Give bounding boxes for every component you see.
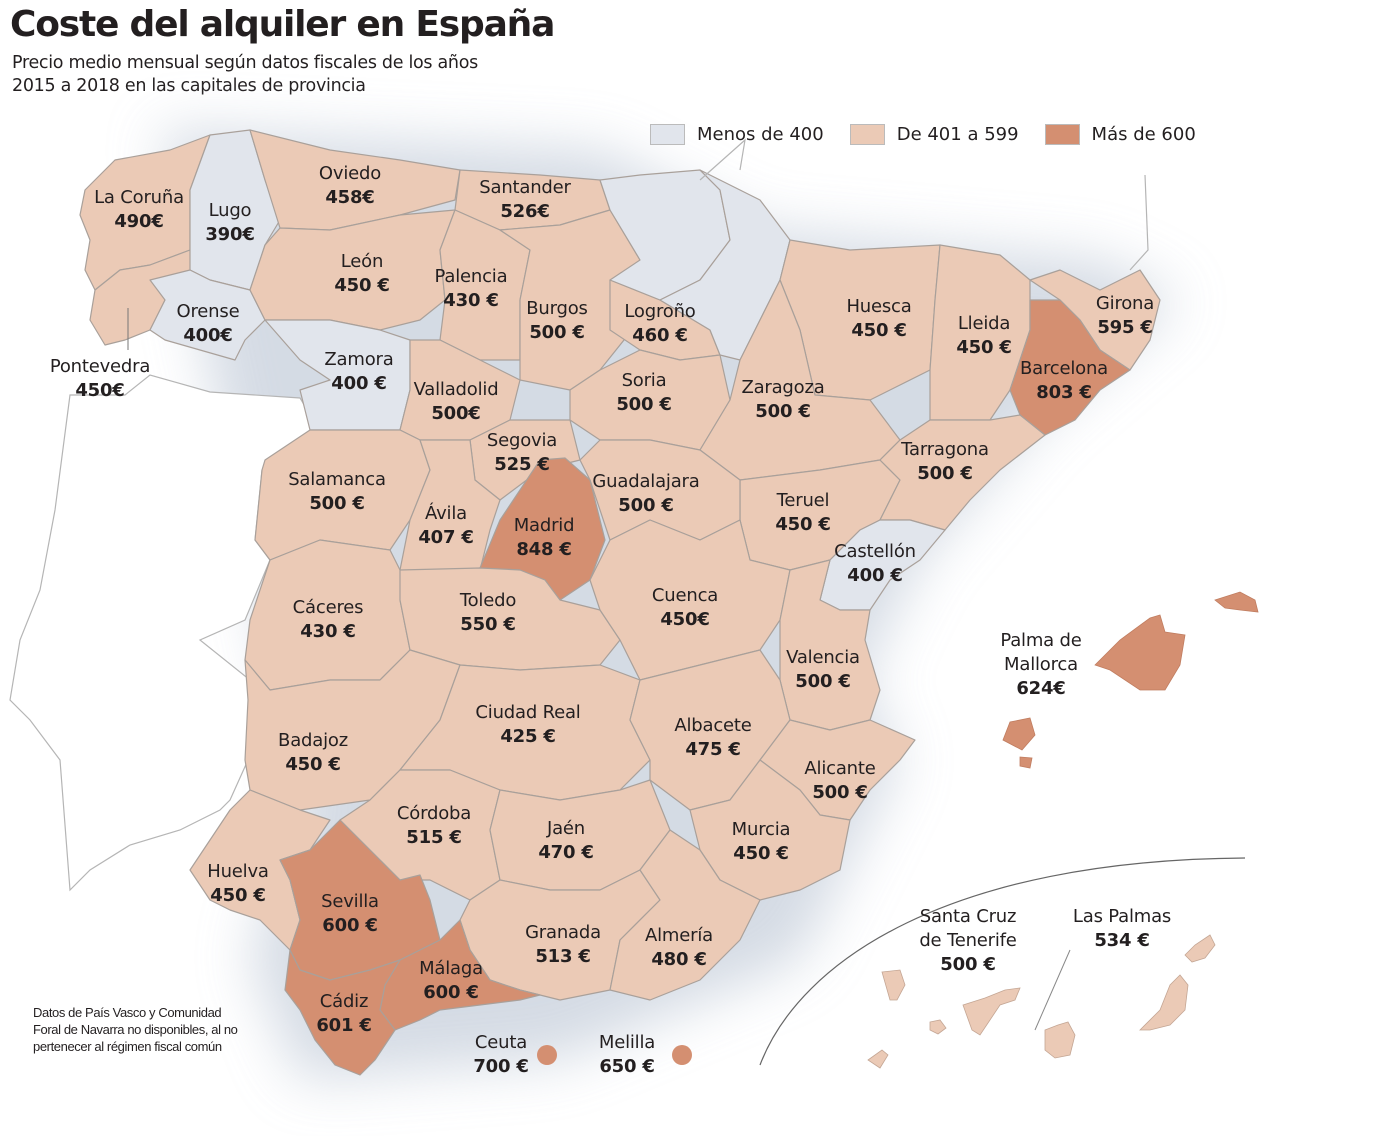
label-malaga: Málaga 600 € [419,958,483,1003]
label-valladolid: Valladolid 500€ [413,379,499,424]
legend-swatch-low [650,124,685,145]
island-menorca [1214,591,1259,613]
legend-swatch-mid [849,124,885,145]
footnote: Datos de País Vasco y Comunidad Foral de… [33,1005,238,1054]
region-leon [249,209,456,331]
page-subtitle: Precio medio mensual según datos fiscale… [12,53,478,96]
canary-arc [759,857,1246,1066]
region-almeria [609,829,761,1001]
label-las-palmas: Las Palmas 534 € [1072,906,1172,951]
label-pontevedra: Pontevedra 450€ [49,356,151,401]
legend-label-high: Más de 600 [1091,124,1196,145]
label-almeria: Almería 480 € [645,925,713,970]
label-girona: Girona 595 € [1095,293,1155,338]
label-cadiz: Cádiz 601 € [316,991,372,1036]
label-sevilla: Sevilla 600 € [321,891,379,936]
island-ibiza [1002,717,1036,751]
region-oviedo [249,129,461,231]
label-huelva: Huelva 450 € [207,861,269,906]
label-melilla: Melilla 650 € [598,1032,656,1077]
island-gomera [929,1019,947,1035]
label-castellon: Castellón 400 € [834,541,916,586]
label-santander: Santander 526€ [479,177,571,222]
label-orense: Orense 400€ [176,301,240,346]
label-zamora: Zamora 400 € [324,349,394,394]
label-ceuta: Ceuta 700 € [473,1032,529,1077]
page-title: Coste del alquiler en España [10,4,555,45]
france-border [699,138,1149,271]
label-avila: Ávila 407 € [418,503,474,548]
region-cuenca [589,519,791,681]
label-lugo: Lugo 390€ [205,200,255,245]
label-caceres: Cáceres 430 € [292,597,364,642]
legend-item-mid: De 401 a 599 [849,124,1019,145]
region-lleida [929,244,1031,421]
label-ciudad-real: Ciudad Real 425 € [475,702,581,747]
island-mallorca [1094,614,1186,691]
region-orense [149,269,266,361]
label-palma-de-mallorca: Palma de Mallorca 624€ [1000,630,1082,699]
label-granada: Granada 513 € [525,922,601,967]
label-oviedo: Oviedo 458€ [318,163,382,208]
legend-item-high: Más de 600 [1044,124,1196,145]
label-toledo: Toledo 550 € [459,590,517,635]
label-guadalajara: Guadalajara 500 € [592,471,700,516]
label-teruel: Teruel 450 € [775,490,831,535]
legend-item-low: Menos de 400 [650,124,824,145]
label-albacete: Albacete 475 € [674,715,752,760]
island-fuerteventura [1139,974,1189,1031]
label-madrid: Madrid 848 € [513,515,575,560]
label-jaen: Jaén 470 € [538,818,594,863]
island-lanzarote [1184,934,1216,963]
region-barcelona [1009,299,1131,436]
label-la-coruna: La Coruña 490€ [94,187,184,232]
label-lleida: Lleida 450 € [956,313,1012,358]
ceuta-marker [537,1045,557,1065]
label-logrono: Logroño 460 € [624,301,696,346]
melilla-marker [672,1045,692,1065]
island-la-palma [881,969,906,1001]
label-huesca: Huesca 450 € [846,296,912,341]
label-segovia: Segovia 525 € [486,430,558,475]
label-murcia: Murcia 450 € [731,819,791,864]
legend: Menos de 400 De 401 a 599 Más de 600 [650,124,1196,145]
label-santa-cruz-de-tenerife: Santa Cruz de Tenerife 500 € [919,906,1017,975]
legend-swatch-high [1044,124,1080,145]
island-gran-canaria [1044,1021,1076,1059]
label-palencia: Palencia 430 € [434,266,508,311]
label-cordoba: Córdoba 515 € [396,803,472,848]
region-cadiz [284,949,401,1076]
label-soria: Soria 500 € [616,370,672,415]
label-zaragoza: Zaragoza 500 € [741,377,825,422]
legend-label-mid: De 401 a 599 [896,124,1019,145]
label-valencia: Valencia 500 € [786,647,860,692]
island-tenerife [962,987,1021,1036]
label-badajoz: Badajoz 450 € [278,730,348,775]
legend-label-low: Menos de 400 [697,124,824,145]
label-barcelona: Barcelona 803 € [1019,358,1109,403]
label-tarragona: Tarragona 500 € [901,439,989,484]
label-burgos: Burgos 500 € [526,298,588,343]
region-tarragona [879,414,1046,531]
label-salamanca: Salamanca 500 € [288,469,386,514]
label-leon: León 450 € [334,251,390,296]
label-cuenca: Cuenca 450€ [651,585,719,630]
label-alicante: Alicante 500 € [804,758,876,803]
island-hierro [867,1049,889,1069]
island-formentera [1019,756,1033,769]
